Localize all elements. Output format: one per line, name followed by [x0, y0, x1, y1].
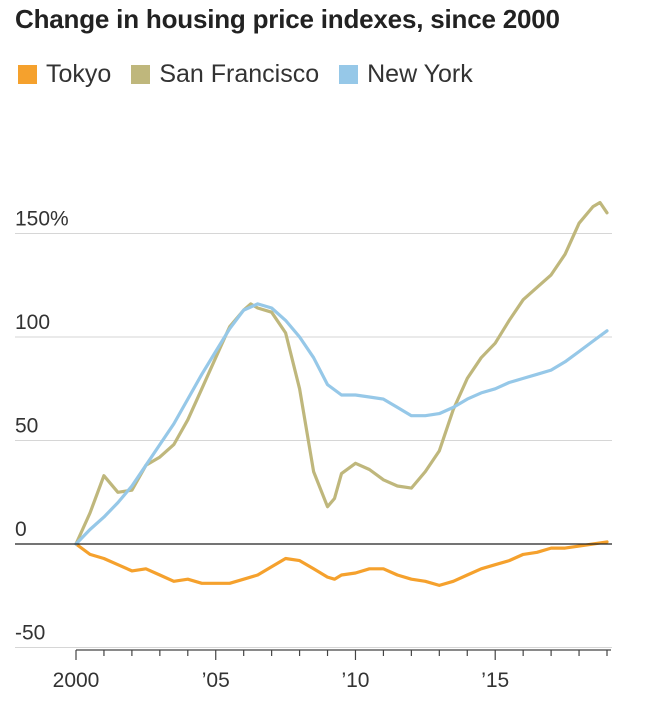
y-tick-labels: 150% 100 50 0 -50 [15, 208, 69, 645]
x-tick-label: 2000 [53, 669, 100, 692]
y-tick-label: 50 [15, 415, 38, 438]
legend: Tokyo San Francisco New York [18, 60, 493, 89]
x-tick-label: ’05 [202, 669, 230, 692]
legend-swatch-tokyo [18, 65, 37, 84]
x-tick-label: ’10 [341, 669, 369, 692]
legend-swatch-new-york [339, 65, 359, 84]
legend-label-new-york: New York [367, 60, 473, 88]
chart-title: Change in housing price indexes, since 2… [15, 4, 560, 34]
legend-item-new-york: New York [339, 60, 473, 89]
legend-label-san-francisco: San Francisco [159, 60, 320, 88]
series-line-tokyo [74, 540, 609, 588]
series-lines [74, 200, 609, 588]
legend-label-tokyo: Tokyo [46, 60, 112, 88]
legend-item-tokyo: Tokyo [18, 60, 111, 89]
y-tick-label: 0 [15, 518, 27, 541]
x-tick-label: ’15 [481, 669, 509, 692]
y-tick-label: 100 [15, 311, 50, 334]
legend-item-san-francisco: San Francisco [131, 60, 319, 89]
y-tick-label: -50 [15, 622, 45, 645]
x-axis: 2000 ’05 ’10 ’15 [15, 543, 612, 692]
y-tick-label: 150% [15, 208, 69, 231]
legend-swatch-san-francisco [131, 65, 151, 84]
series-line-new-york [74, 302, 609, 546]
series-line-san-francisco [74, 200, 609, 546]
grid-layer [15, 233, 612, 648]
